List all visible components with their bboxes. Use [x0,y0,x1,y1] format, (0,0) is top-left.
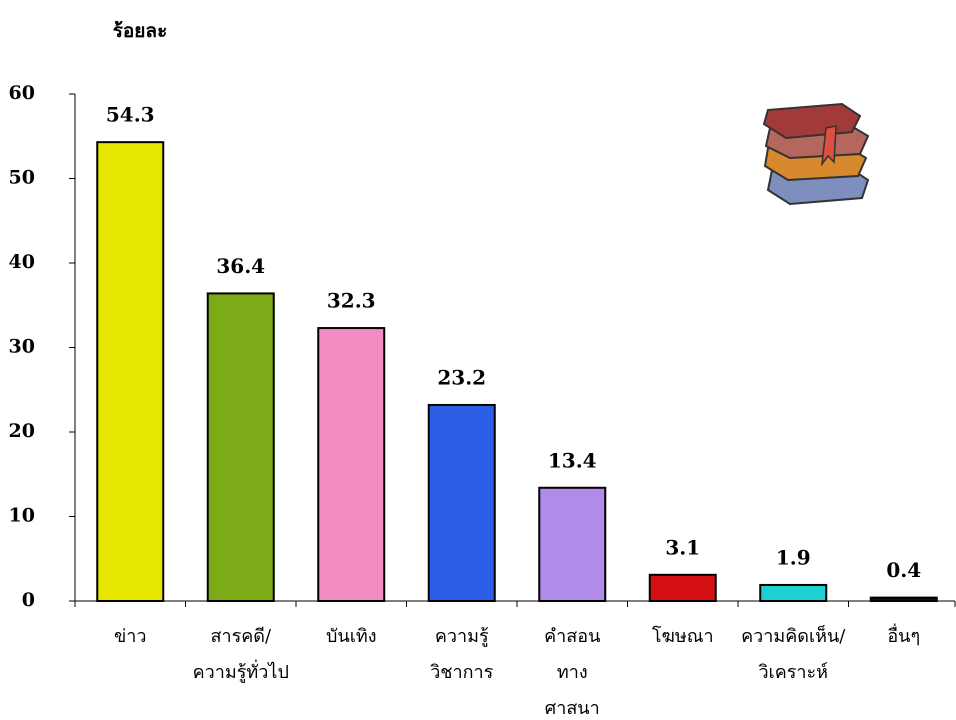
y-tick-label: 60 [9,82,35,104]
books-icon [762,102,870,206]
value-label: 1.9 [776,545,811,569]
bar [317,327,386,602]
y-tick-label: 30 [9,336,35,358]
x-tick-label: ความคิดเห็น/วิเคราะห์ [741,624,846,683]
bar [538,486,607,602]
bar [206,292,275,602]
value-label: 13.4 [548,448,597,472]
x-tick-label: คำสอนทางศาสนา [544,626,600,719]
value-label: 32.3 [327,289,376,313]
x-tick-label: บันเทิง [326,626,377,647]
bar [759,583,828,603]
x-tick-label: ข่าว [114,626,147,647]
value-label: 3.1 [665,535,700,559]
value-label: 0.4 [886,558,921,582]
y-tick-label: 20 [9,420,35,442]
y-tick-label: 0 [22,589,35,611]
y-tick-label: 10 [9,505,35,527]
y-tick-label: 40 [9,251,35,273]
bar [427,403,496,602]
value-label: 23.2 [437,365,486,389]
x-tick-label: โฆษณา [652,625,714,647]
bar [869,596,938,602]
y-axis-label: ร้อยละ [113,20,168,42]
bar [96,141,165,602]
value-label: 36.4 [216,254,265,278]
x-tick-label: ความรู้วิชาการ [430,626,493,683]
x-tick-label: อื่นๆ [887,623,920,647]
bar [648,573,717,602]
value-label: 54.3 [106,103,155,127]
x-tick-label: สารคดี/ความรู้ทั่วไป [193,626,289,683]
y-tick-label: 50 [9,167,35,189]
